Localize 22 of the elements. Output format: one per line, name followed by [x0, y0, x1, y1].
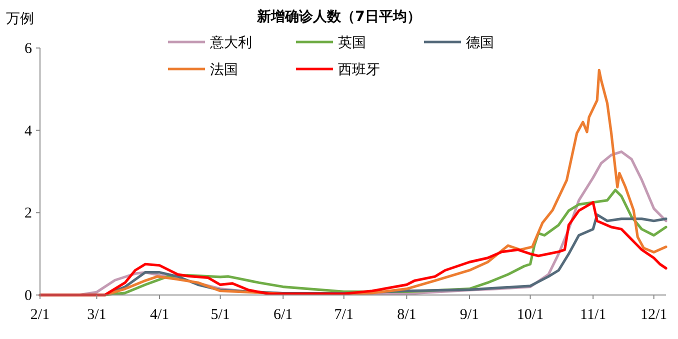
x-tick-label: 8/1	[397, 307, 416, 323]
legend-label: 意大利	[209, 35, 252, 51]
x-tick-label: 11/1	[580, 307, 606, 323]
legend-label: 西班牙	[338, 62, 380, 78]
x-tick-label: 2/1	[30, 307, 50, 323]
x-tick-label: 12/1	[640, 307, 668, 323]
x-tick-label: 3/1	[87, 307, 106, 323]
legend-label: 法国	[210, 62, 238, 78]
y-tick-label: 4	[24, 123, 32, 140]
x-tick-label: 9/1	[460, 307, 480, 323]
x-tick-label: 10/1	[516, 307, 544, 323]
y-tick-label: 2	[24, 206, 32, 222]
x-tick-label: 5/1	[210, 307, 230, 323]
legend-label: 德国	[466, 35, 494, 51]
y-tick-label: 0	[24, 288, 32, 304]
x-tick-label: 4/1	[150, 307, 170, 323]
chart-title: 新增确诊人数（7日平均）	[256, 8, 421, 25]
y-tick-label: 6	[24, 41, 32, 57]
x-tick-label: 6/1	[274, 307, 293, 323]
x-tick-label: 7/1	[334, 307, 354, 323]
y-axis-title: 万例	[6, 11, 34, 27]
legend-label: 英国	[338, 35, 366, 51]
